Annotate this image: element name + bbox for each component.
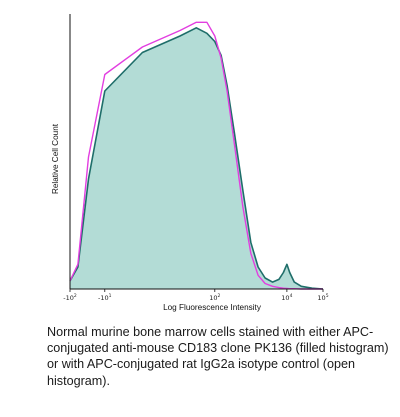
- x-axis-ticks: -102 -101 102 104 105: [63, 289, 329, 302]
- x-tick-label: 105: [317, 293, 328, 302]
- x-tick-label: 102: [209, 293, 220, 302]
- x-axis-title: Log Fluorescence Intensity: [163, 303, 262, 312]
- x-tick-label: 104: [281, 293, 292, 302]
- filled-histogram-outline: [69, 27, 324, 290]
- plot-area: [69, 21, 324, 290]
- x-tick-label: -102: [63, 293, 77, 302]
- filled-histogram-area: [70, 27, 323, 290]
- x-tick-label: -101: [98, 293, 112, 302]
- figure-caption: Normal murine bone marrow cells stained …: [47, 325, 389, 388]
- histogram-chart: -102 -101 102 104 105 Log Fluorescence Inten…: [51, 14, 329, 312]
- y-axis-title: Relative Cell Count: [51, 123, 60, 194]
